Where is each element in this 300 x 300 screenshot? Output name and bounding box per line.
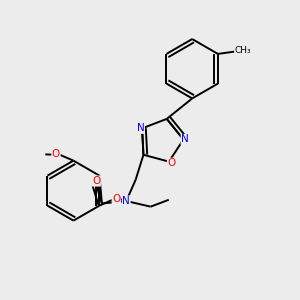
Text: O: O (52, 149, 60, 159)
Text: N: N (136, 123, 144, 134)
Text: N: N (122, 196, 130, 206)
Text: O: O (112, 194, 120, 204)
Text: O: O (92, 176, 100, 186)
Text: N: N (181, 134, 189, 144)
Text: CH₃: CH₃ (235, 46, 251, 55)
Text: O: O (167, 158, 175, 168)
